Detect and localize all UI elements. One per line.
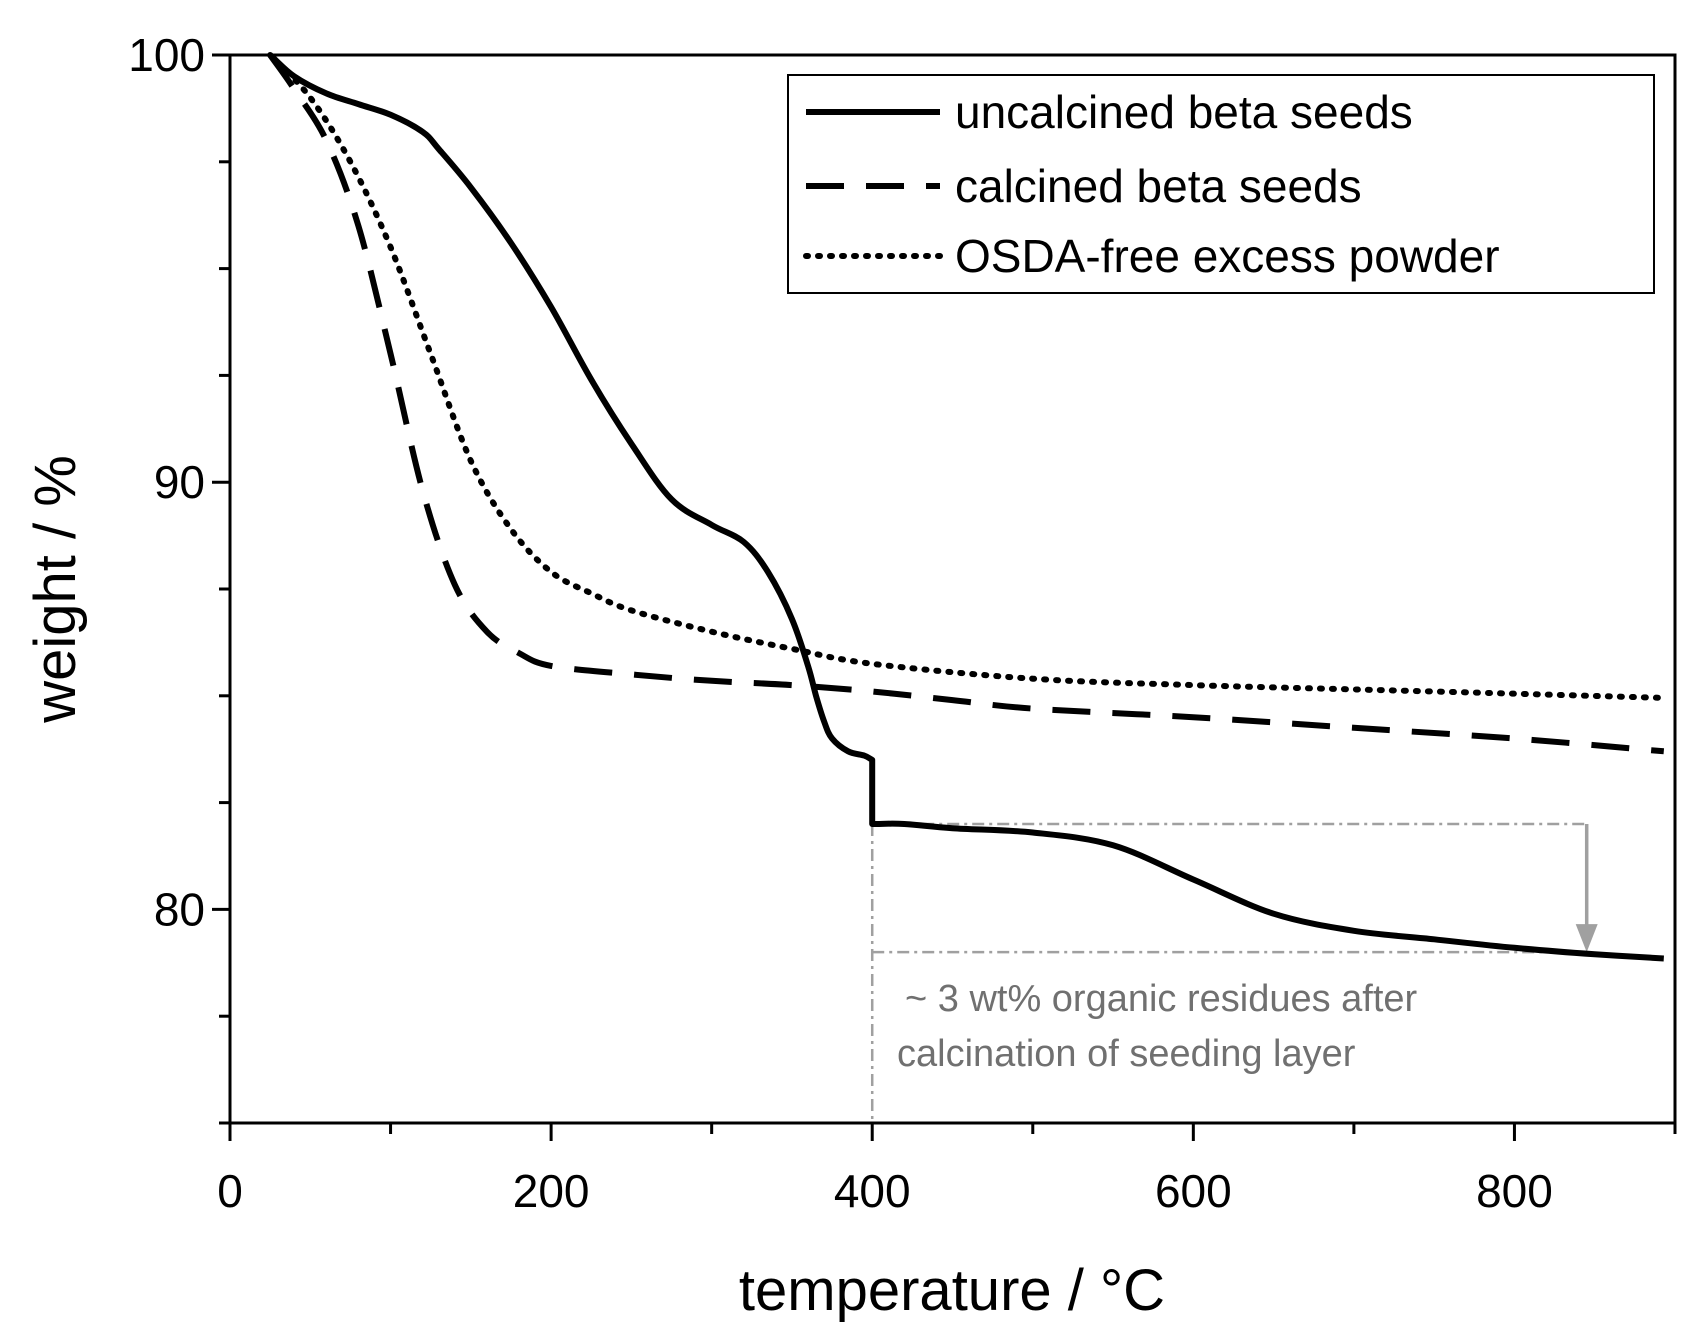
legend-label-calcined: calcined beta seeds [955,160,1362,212]
y-tick-label-100: 100 [128,29,205,81]
y-axis-title: weight / % [23,455,88,724]
legend-label-uncalcined: uncalcined beta seeds [955,86,1413,138]
series-group [267,52,1667,962]
annotation-group [870,822,1598,1123]
tick-labels-group: 0 200 400 600 800 80 90 100 [128,29,1553,1217]
x-axis-title: temperature / °C [739,1258,1165,1323]
annotation-text-line1: ~ 3 wt% organic residues after [905,978,1418,1020]
x-tick-label-0: 0 [217,1165,243,1217]
series-line-2 [267,52,1667,701]
legend-label-osda-free: OSDA-free excess powder [955,230,1500,282]
y-tick-label-80: 80 [154,883,205,935]
x-tick-label-200: 200 [513,1165,590,1217]
x-tick-label-400: 400 [834,1165,911,1217]
annotation-arrow-head [1575,924,1598,953]
y-tick-label-90: 90 [154,456,205,508]
x-tick-label-600: 600 [1155,1165,1232,1217]
x-tick-label-800: 800 [1476,1165,1553,1217]
series-line-1 [267,53,1665,755]
annotation-text-line2: calcination of seeding layer [897,1033,1356,1075]
ticks-group [212,53,1677,1141]
series-line-0 [268,52,1664,962]
legend: uncalcined beta seeds calcined beta seed… [787,74,1655,294]
